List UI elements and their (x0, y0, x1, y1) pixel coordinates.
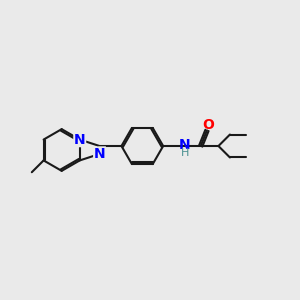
Text: H: H (181, 148, 189, 158)
Text: N: N (94, 147, 105, 161)
Text: O: O (202, 118, 214, 133)
Text: N: N (179, 138, 191, 152)
Text: N: N (74, 133, 85, 147)
